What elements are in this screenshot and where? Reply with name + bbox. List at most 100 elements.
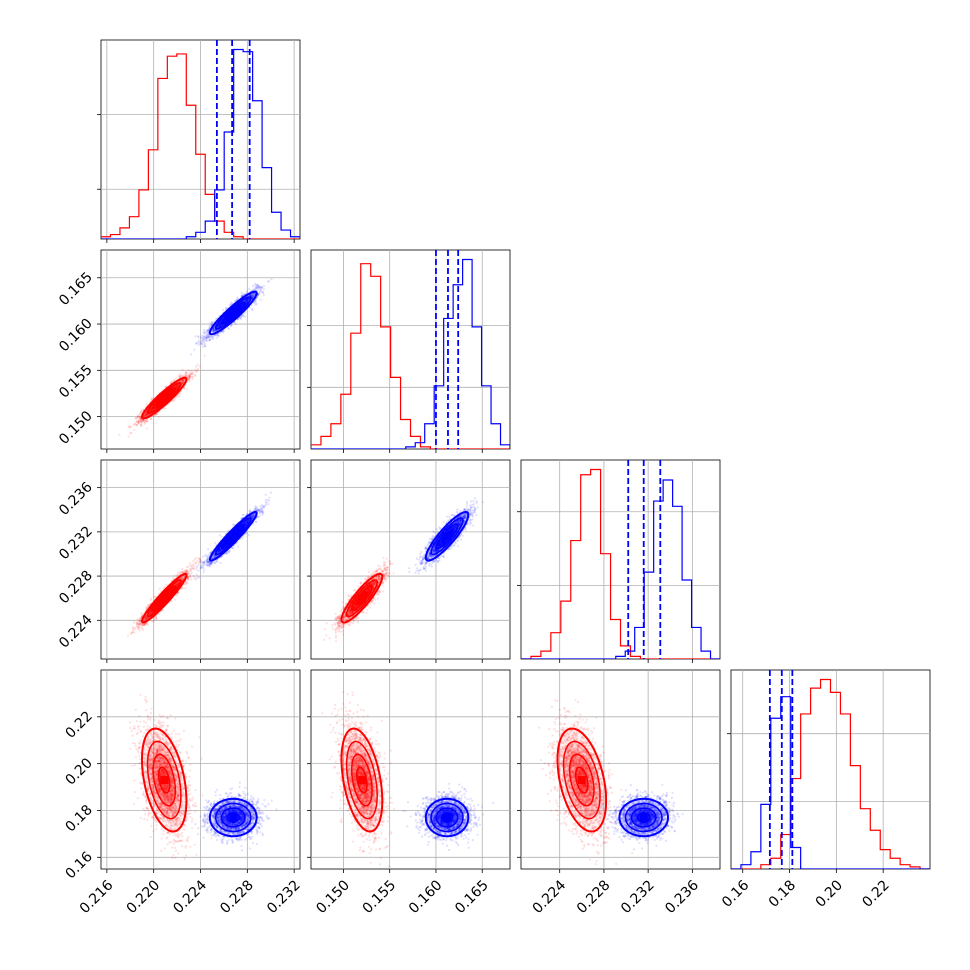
- red-sample-point: [139, 424, 143, 427]
- blue-sample-point: [221, 308, 224, 312]
- red-sample-point: [155, 404, 158, 407]
- red-sample-point: [143, 421, 146, 424]
- blue-sample-point: [247, 287, 251, 290]
- red-sample-point: [137, 422, 140, 425]
- red-sample-point: [177, 384, 180, 387]
- blue-sample-point: [197, 336, 200, 339]
- blue-histogram: [731, 696, 930, 869]
- red-sample-point: [181, 379, 185, 382]
- red-sample-point: [139, 418, 142, 421]
- red-sample-point: [150, 408, 154, 411]
- red-sample-point: [156, 403, 159, 406]
- red-sample-point: [136, 417, 139, 420]
- red-sample-point: [171, 390, 174, 393]
- red-sample-point: [170, 390, 173, 393]
- panel-plot-area: [101, 250, 300, 449]
- red-sample-point: [176, 386, 179, 389]
- red-sample-point: [154, 413, 157, 416]
- red-sample-point: [136, 420, 139, 423]
- red-sample-point: [195, 370, 198, 373]
- red-sample-point: [175, 385, 178, 388]
- panel-frame: [310, 249, 511, 450]
- red-sample-point: [170, 390, 173, 393]
- red-sample-point: [186, 379, 189, 382]
- red-sample-point: [139, 420, 143, 423]
- red-sample-point: [176, 385, 179, 388]
- red-sample-point: [150, 406, 153, 409]
- red-sample-point: [176, 385, 180, 388]
- red-sample-point: [150, 397, 153, 400]
- red-sample-point: [181, 379, 184, 382]
- x-tick-label: 0.18: [766, 877, 799, 910]
- red-sample-point: [143, 413, 146, 416]
- red-sample-point: [173, 379, 176, 382]
- red-sample-point: [181, 374, 184, 377]
- red-sample-point: [183, 379, 186, 382]
- red-sample-point: [143, 413, 146, 416]
- red-sample-point: [189, 371, 192, 374]
- blue-sample-point: [259, 298, 262, 301]
- blue-sample-point: [197, 339, 201, 342]
- red-sample-point: [190, 372, 193, 375]
- panel-plot-area: [731, 670, 930, 869]
- red-sample-point: [179, 373, 182, 376]
- red-sample-point: [148, 410, 151, 413]
- red-sample-point: [155, 404, 158, 407]
- red-sample-point: [170, 390, 173, 393]
- red-sample-point: [181, 379, 184, 382]
- red-sample-point: [136, 419, 139, 422]
- red-sample-point: [140, 425, 143, 428]
- red-sample-point: [188, 374, 191, 377]
- red-sample-point: [203, 354, 206, 357]
- red-sample-point: [187, 378, 190, 381]
- red-sample-point: [192, 371, 195, 374]
- blue-histogram: [311, 258, 510, 449]
- red-sample-point: [188, 375, 191, 378]
- red-sample-point: [149, 408, 152, 411]
- blue-sample-point: [215, 336, 218, 339]
- red-sample-point: [143, 414, 147, 417]
- red-sample-point: [181, 381, 185, 384]
- red-sample-point: [134, 417, 137, 420]
- red-sample-point: [171, 399, 175, 402]
- red-sample-point: [140, 423, 143, 426]
- red-sample-point: [137, 413, 140, 416]
- red-sample-point: [150, 409, 153, 412]
- red-sample-point: [178, 375, 181, 378]
- red-histogram: [521, 468, 720, 659]
- blue-sample-point: [208, 339, 211, 342]
- blue-sample-point: [206, 329, 209, 332]
- red-sample-point: [181, 381, 184, 384]
- red-sample-point: [182, 379, 185, 382]
- red-sample-point: [156, 403, 159, 406]
- red-sample-point: [175, 395, 178, 399]
- red-sample-point: [190, 373, 193, 376]
- red-sample-point: [187, 376, 190, 379]
- red-sample-point: [175, 384, 178, 387]
- red-sample-point: [143, 414, 146, 417]
- red-sample-point: [175, 385, 178, 388]
- red-sample-point: [184, 372, 188, 375]
- panel-r2-c2: [517, 459, 721, 663]
- red-sample-point: [139, 416, 142, 419]
- blue-sample-point: [254, 300, 257, 303]
- blue-sample-point: [201, 345, 204, 348]
- blue-sample-point: [227, 326, 230, 329]
- red-sample-point: [173, 385, 176, 388]
- red-sample-point: [187, 376, 190, 380]
- blue-sample-point: [244, 315, 247, 318]
- red-sample-point: [189, 375, 192, 378]
- red-sample-point: [181, 381, 184, 384]
- red-sample-point: [157, 403, 160, 406]
- red-sample-point: [144, 413, 147, 416]
- red-sample-point: [188, 380, 191, 383]
- red-sample-point: [149, 409, 152, 412]
- blue-sample-point: [205, 339, 208, 342]
- red-sample-point: [150, 409, 154, 412]
- red-sample-point: [145, 420, 148, 423]
- red-sample-point: [136, 415, 139, 418]
- red-sample-point: [141, 420, 144, 423]
- red-histogram: [731, 678, 930, 869]
- red-sample-point: [145, 420, 148, 423]
